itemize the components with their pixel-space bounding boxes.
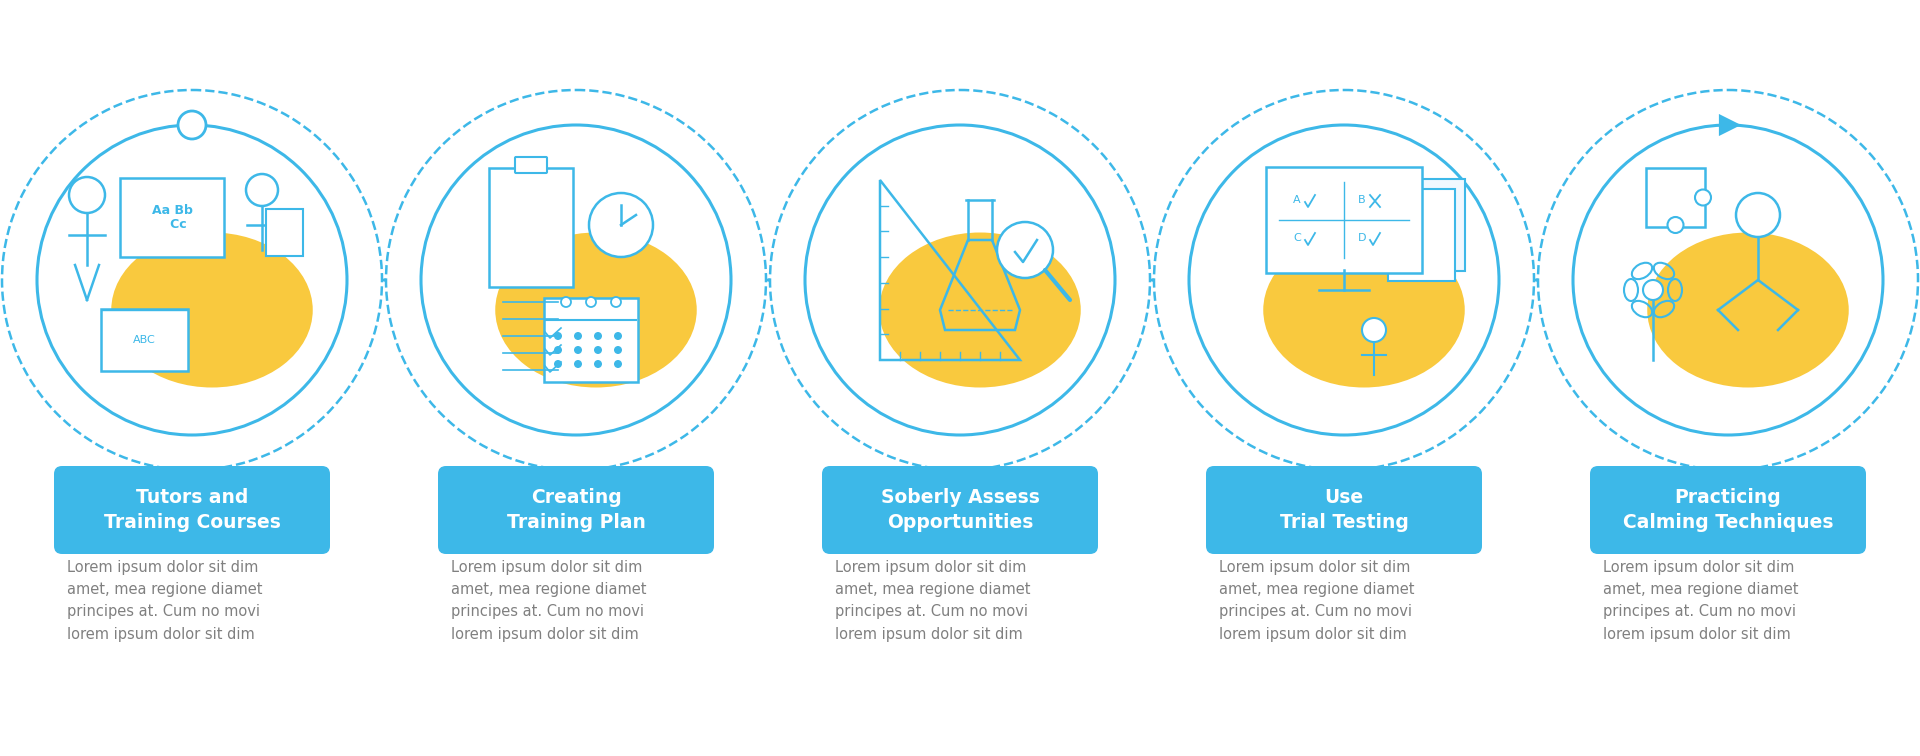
Circle shape xyxy=(420,125,732,435)
Ellipse shape xyxy=(495,233,697,388)
Circle shape xyxy=(555,332,563,340)
Circle shape xyxy=(1154,90,1534,470)
Text: Lorem ipsum dolor sit dim
amet, mea regione diamet
principes at. Cum no movi
lor: Lorem ipsum dolor sit dim amet, mea regi… xyxy=(67,560,263,642)
FancyBboxPatch shape xyxy=(438,466,714,554)
FancyBboxPatch shape xyxy=(102,309,188,371)
Circle shape xyxy=(770,90,1150,470)
Text: A: A xyxy=(1294,195,1302,205)
Circle shape xyxy=(246,174,278,206)
Circle shape xyxy=(593,360,603,368)
FancyBboxPatch shape xyxy=(1206,466,1482,554)
Text: D: D xyxy=(1357,233,1367,243)
Ellipse shape xyxy=(1263,233,1465,388)
Circle shape xyxy=(611,297,620,307)
Circle shape xyxy=(386,90,766,470)
Circle shape xyxy=(593,346,603,354)
Circle shape xyxy=(179,111,205,139)
Circle shape xyxy=(614,332,622,340)
Circle shape xyxy=(36,125,348,435)
Text: Lorem ipsum dolor sit dim
amet, mea regione diamet
principes at. Cum no movi
lor: Lorem ipsum dolor sit dim amet, mea regi… xyxy=(451,560,647,642)
Circle shape xyxy=(614,346,622,354)
Circle shape xyxy=(555,346,563,354)
Text: Tutors and
Training Courses: Tutors and Training Courses xyxy=(104,488,280,531)
FancyBboxPatch shape xyxy=(1398,179,1465,271)
Circle shape xyxy=(69,177,106,213)
FancyBboxPatch shape xyxy=(1265,167,1423,273)
Circle shape xyxy=(574,360,582,368)
Text: Lorem ipsum dolor sit dim
amet, mea regione diamet
principes at. Cum no movi
lor: Lorem ipsum dolor sit dim amet, mea regi… xyxy=(835,560,1031,642)
Text: Aa Bb
   Cc: Aa Bb Cc xyxy=(152,203,192,231)
FancyBboxPatch shape xyxy=(515,157,547,173)
Circle shape xyxy=(1572,125,1884,435)
Ellipse shape xyxy=(111,233,313,388)
FancyBboxPatch shape xyxy=(54,466,330,554)
Circle shape xyxy=(561,297,570,307)
Circle shape xyxy=(1667,217,1684,233)
FancyBboxPatch shape xyxy=(1388,189,1455,281)
Text: Practicing
Calming Techniques: Practicing Calming Techniques xyxy=(1622,488,1834,531)
Circle shape xyxy=(555,360,563,368)
Text: Use
Trial Testing: Use Trial Testing xyxy=(1279,488,1409,531)
Circle shape xyxy=(574,332,582,340)
Circle shape xyxy=(1538,90,1918,470)
Ellipse shape xyxy=(879,233,1081,388)
Ellipse shape xyxy=(1647,233,1849,388)
FancyBboxPatch shape xyxy=(490,168,572,287)
Circle shape xyxy=(614,360,622,368)
Text: Lorem ipsum dolor sit dim
amet, mea regione diamet
principes at. Cum no movi
lor: Lorem ipsum dolor sit dim amet, mea regi… xyxy=(1219,560,1415,642)
Text: Creating
Training Plan: Creating Training Plan xyxy=(507,488,645,531)
Text: ABC: ABC xyxy=(132,335,156,345)
Circle shape xyxy=(996,222,1052,278)
Circle shape xyxy=(589,193,653,257)
Text: B: B xyxy=(1357,195,1365,205)
Text: Soberly Assess
Opportunities: Soberly Assess Opportunities xyxy=(881,488,1039,531)
Circle shape xyxy=(1644,280,1663,300)
FancyBboxPatch shape xyxy=(1645,168,1705,227)
FancyBboxPatch shape xyxy=(267,209,303,256)
FancyBboxPatch shape xyxy=(1590,466,1866,554)
Circle shape xyxy=(2,90,382,470)
FancyBboxPatch shape xyxy=(119,178,225,257)
Circle shape xyxy=(586,297,595,307)
Circle shape xyxy=(1736,193,1780,237)
Circle shape xyxy=(804,125,1116,435)
Circle shape xyxy=(593,332,603,340)
Polygon shape xyxy=(1718,114,1741,136)
Text: Lorem ipsum dolor sit dim
amet, mea regione diamet
principes at. Cum no movi
lor: Lorem ipsum dolor sit dim amet, mea regi… xyxy=(1603,560,1799,642)
FancyBboxPatch shape xyxy=(543,298,637,382)
Circle shape xyxy=(1188,125,1500,435)
Circle shape xyxy=(1695,190,1711,206)
Circle shape xyxy=(574,346,582,354)
FancyBboxPatch shape xyxy=(822,466,1098,554)
Text: C: C xyxy=(1294,233,1302,243)
Circle shape xyxy=(1361,318,1386,342)
